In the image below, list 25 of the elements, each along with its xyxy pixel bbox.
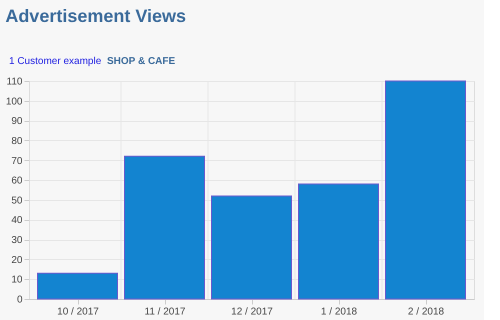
y-tick-label: 40	[11, 215, 23, 226]
x-tick-label: 2 / 2018	[408, 306, 445, 318]
x-tick-label: 12 / 2017	[231, 306, 274, 318]
bar	[37, 272, 118, 300]
x-tick-label: 1 / 2018	[320, 306, 358, 318]
y-tick-label: 10	[11, 274, 23, 286]
chart-title: Advertisement Views	[5, 6, 186, 26]
y-tick-label: 100	[6, 96, 23, 108]
y-tick-label: 60	[11, 176, 23, 187]
y-tick-label: 50	[11, 195, 23, 206]
y-tick-label: 30	[11, 235, 23, 246]
y-tick-label: 0	[16, 294, 23, 306]
x-tick-label: 11 / 2017	[144, 306, 186, 318]
y-tick-label: 80	[11, 136, 23, 147]
y-tick-label: 20	[11, 254, 23, 266]
bar	[211, 195, 292, 300]
bar	[124, 156, 205, 300]
y-tick-label: 110	[6, 76, 23, 88]
y-tick-label: 90	[11, 116, 23, 128]
bar	[298, 184, 379, 300]
text: 1 Customer example	[9, 56, 102, 67]
y-tick-label: 70	[11, 156, 23, 167]
chart-subtitle: SHOP & CAFE	[107, 56, 176, 67]
bar	[385, 80, 466, 300]
x-tick-label: 10 / 2017	[57, 306, 100, 318]
